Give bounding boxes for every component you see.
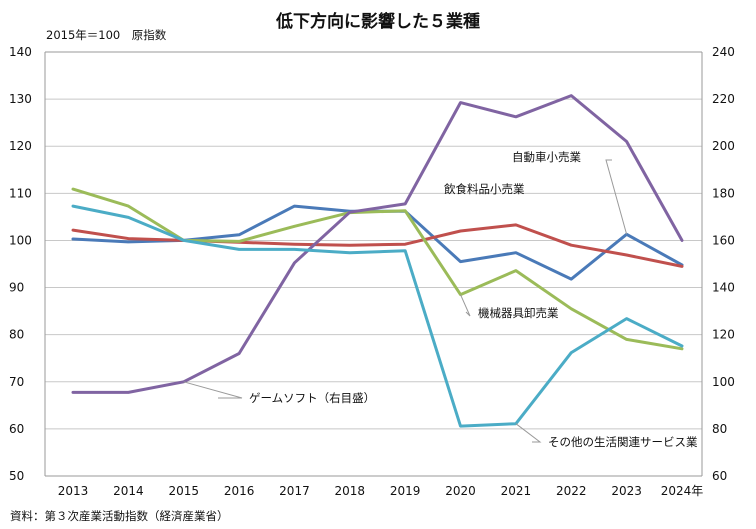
series-line-機械器具卸売業 [71,187,684,351]
y2-tick-label: 180 [712,186,735,200]
x-tick-label: 2024年 [661,484,704,498]
x-tick-label: 2022 [556,484,587,498]
y-tick-label: 50 [9,469,24,483]
chart-title: 低下方向に影響した５業種 [275,11,480,32]
y-tick-label: 70 [9,375,24,389]
y2-tick-label: 220 [712,92,735,106]
x-tick-label: 2015 [168,484,199,498]
series-label-ゲームソフト右目盛: ゲームソフト（右目盛） [249,391,375,405]
x-tick-label: 2013 [58,484,89,498]
y-tick-label: 110 [9,186,32,200]
y-tick-label: 80 [9,328,24,342]
series-label-自動車小売業: 自動車小売業 [512,150,581,164]
y2-tick-label: 200 [712,139,735,153]
tick-layer: 50 60 70 80 90 100 110 120 130 140 60 80 100 120 140 16… [9,45,735,498]
series-label-機械器具卸売業: 機械器具卸売業 [478,306,559,320]
y2-tick-label: 240 [712,45,735,59]
chart-source: 資料：第３次産業活動指数（経済産業省） [10,509,229,523]
series-line-その他の生活関連サービス業 [71,204,684,428]
y2-tick-label: 80 [712,422,727,436]
series-line-自動車小売業 [71,204,684,281]
series-line-ゲームソフト右目盛 [71,94,684,394]
y2-tick-label: 140 [712,281,735,295]
y-tick-label: 100 [9,233,32,247]
leader-line-ゲームソフト右目盛 [183,381,243,399]
y-tick-label: 90 [9,281,24,295]
series-label-その他の生活関連サービス業: その他の生活関連サービス業 [548,435,698,449]
leader-line-自動車小売業 [605,159,628,235]
x-tick-label: 2020 [445,484,476,498]
leader-line-機械器具卸売業 [460,294,471,317]
y-tick-label: 120 [9,139,32,153]
series-line-飲食料品小売業 [71,223,684,268]
grid-layer [44,51,703,477]
y-tick-label: 130 [9,92,32,106]
y-tick-label: 140 [9,45,32,59]
x-tick-label: 2021 [501,484,532,498]
y2-tick-label: 160 [712,233,735,247]
x-tick-label: 2017 [279,484,310,498]
x-tick-label: 2014 [113,484,144,498]
y2-tick-label: 60 [712,469,727,483]
x-tick-label: 2023 [611,484,642,498]
series-layer [71,94,684,428]
x-tick-label: 2019 [390,484,421,498]
y2-tick-label: 120 [712,328,735,342]
leader-line-その他の生活関連サービス業 [515,423,542,443]
chart-subtitle: 2015年＝100 原指数 [46,28,167,42]
y2-tick-label: 100 [712,375,735,389]
x-tick-label: 2016 [224,484,255,498]
y-tick-label: 60 [9,422,24,436]
series-label-飲食料品小売業: 飲食料品小売業 [444,182,525,196]
x-tick-label: 2018 [335,484,366,498]
